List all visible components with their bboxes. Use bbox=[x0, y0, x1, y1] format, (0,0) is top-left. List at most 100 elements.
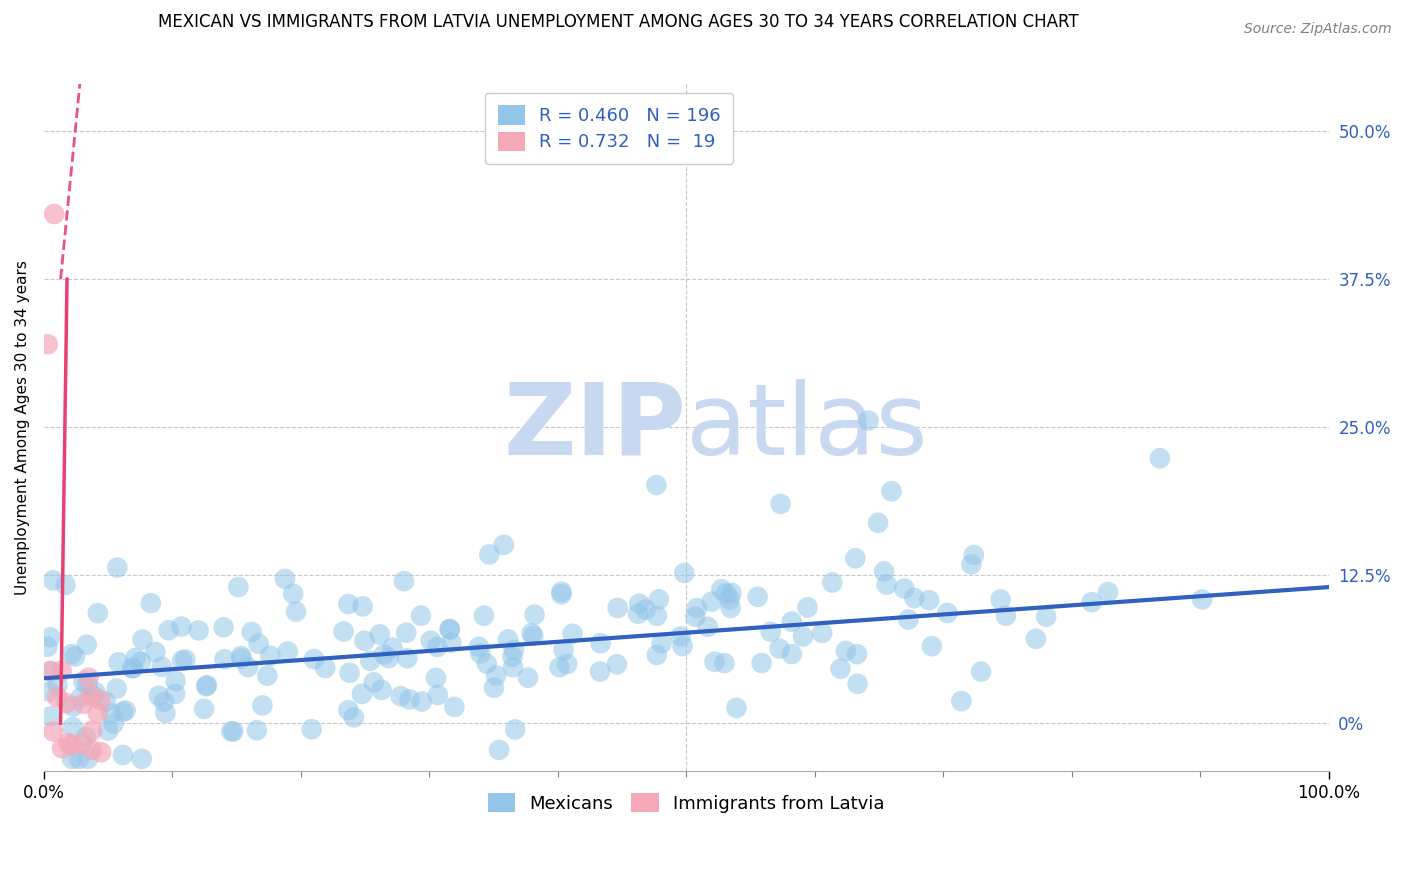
Point bbox=[153, 695, 176, 709]
Point bbox=[522, 629, 544, 643]
Point bbox=[780, 647, 803, 661]
Point bbox=[212, 620, 235, 634]
Point bbox=[502, 643, 524, 657]
Point bbox=[517, 671, 540, 685]
Point bbox=[478, 548, 501, 562]
Point bbox=[87, 606, 110, 620]
Point bbox=[792, 630, 814, 644]
Point bbox=[148, 689, 170, 703]
Text: ZIP: ZIP bbox=[503, 379, 686, 475]
Point bbox=[555, 657, 578, 671]
Point bbox=[645, 478, 668, 492]
Point bbox=[769, 497, 792, 511]
Point bbox=[314, 661, 336, 675]
Point bbox=[281, 587, 304, 601]
Point bbox=[426, 640, 449, 654]
Point bbox=[67, 752, 90, 766]
Point bbox=[76, 752, 98, 766]
Point bbox=[606, 657, 628, 672]
Point bbox=[846, 677, 869, 691]
Point bbox=[718, 592, 741, 607]
Point bbox=[425, 671, 447, 685]
Legend: Mexicans, Immigrants from Latvia: Mexicans, Immigrants from Latvia bbox=[477, 782, 896, 823]
Point bbox=[606, 601, 628, 615]
Point bbox=[62, 720, 84, 734]
Point bbox=[589, 636, 612, 650]
Point bbox=[72, 697, 94, 711]
Point bbox=[811, 626, 834, 640]
Point bbox=[114, 704, 136, 718]
Point bbox=[60, 738, 83, 752]
Point bbox=[868, 516, 890, 530]
Point bbox=[129, 655, 152, 669]
Point bbox=[700, 594, 723, 608]
Point bbox=[368, 627, 391, 641]
Point bbox=[124, 651, 146, 665]
Point bbox=[780, 615, 803, 629]
Point bbox=[561, 627, 583, 641]
Point bbox=[846, 647, 869, 661]
Point bbox=[443, 700, 465, 714]
Point bbox=[231, 649, 253, 664]
Point bbox=[39, 664, 62, 678]
Point bbox=[131, 752, 153, 766]
Point bbox=[873, 565, 896, 579]
Point bbox=[685, 609, 707, 624]
Point bbox=[97, 723, 120, 738]
Point bbox=[1035, 609, 1057, 624]
Point bbox=[76, 638, 98, 652]
Point bbox=[60, 647, 83, 661]
Point bbox=[46, 678, 69, 692]
Point bbox=[350, 687, 373, 701]
Point bbox=[426, 688, 449, 702]
Point bbox=[710, 582, 733, 597]
Point bbox=[398, 692, 420, 706]
Point bbox=[84, 685, 107, 699]
Point bbox=[174, 652, 197, 666]
Point bbox=[240, 624, 263, 639]
Point bbox=[252, 698, 274, 713]
Point bbox=[89, 693, 111, 707]
Point bbox=[62, 699, 84, 714]
Point bbox=[395, 625, 418, 640]
Point bbox=[921, 639, 943, 653]
Point bbox=[39, 665, 62, 679]
Point bbox=[970, 665, 993, 679]
Point bbox=[80, 689, 103, 703]
Point bbox=[277, 644, 299, 658]
Point bbox=[651, 636, 673, 650]
Point bbox=[70, 736, 93, 750]
Point bbox=[63, 649, 86, 664]
Point bbox=[301, 723, 323, 737]
Point bbox=[236, 660, 259, 674]
Point bbox=[72, 674, 94, 689]
Point bbox=[768, 641, 790, 656]
Point bbox=[751, 656, 773, 670]
Point bbox=[645, 608, 668, 623]
Point bbox=[370, 682, 392, 697]
Point bbox=[492, 538, 515, 552]
Point bbox=[51, 741, 73, 756]
Point bbox=[165, 673, 187, 688]
Point bbox=[332, 624, 354, 639]
Point bbox=[503, 723, 526, 737]
Point bbox=[131, 632, 153, 647]
Point bbox=[111, 705, 134, 719]
Point bbox=[488, 743, 510, 757]
Point bbox=[725, 701, 748, 715]
Point bbox=[105, 560, 128, 574]
Point bbox=[55, 696, 77, 710]
Point bbox=[256, 669, 278, 683]
Point bbox=[46, 690, 69, 705]
Point bbox=[501, 649, 523, 664]
Point bbox=[165, 687, 187, 701]
Point bbox=[893, 582, 915, 596]
Point bbox=[214, 652, 236, 666]
Point bbox=[39, 630, 62, 644]
Point bbox=[496, 632, 519, 647]
Point bbox=[502, 660, 524, 674]
Point bbox=[221, 724, 243, 739]
Point bbox=[247, 637, 270, 651]
Point bbox=[86, 706, 108, 720]
Point bbox=[440, 635, 463, 649]
